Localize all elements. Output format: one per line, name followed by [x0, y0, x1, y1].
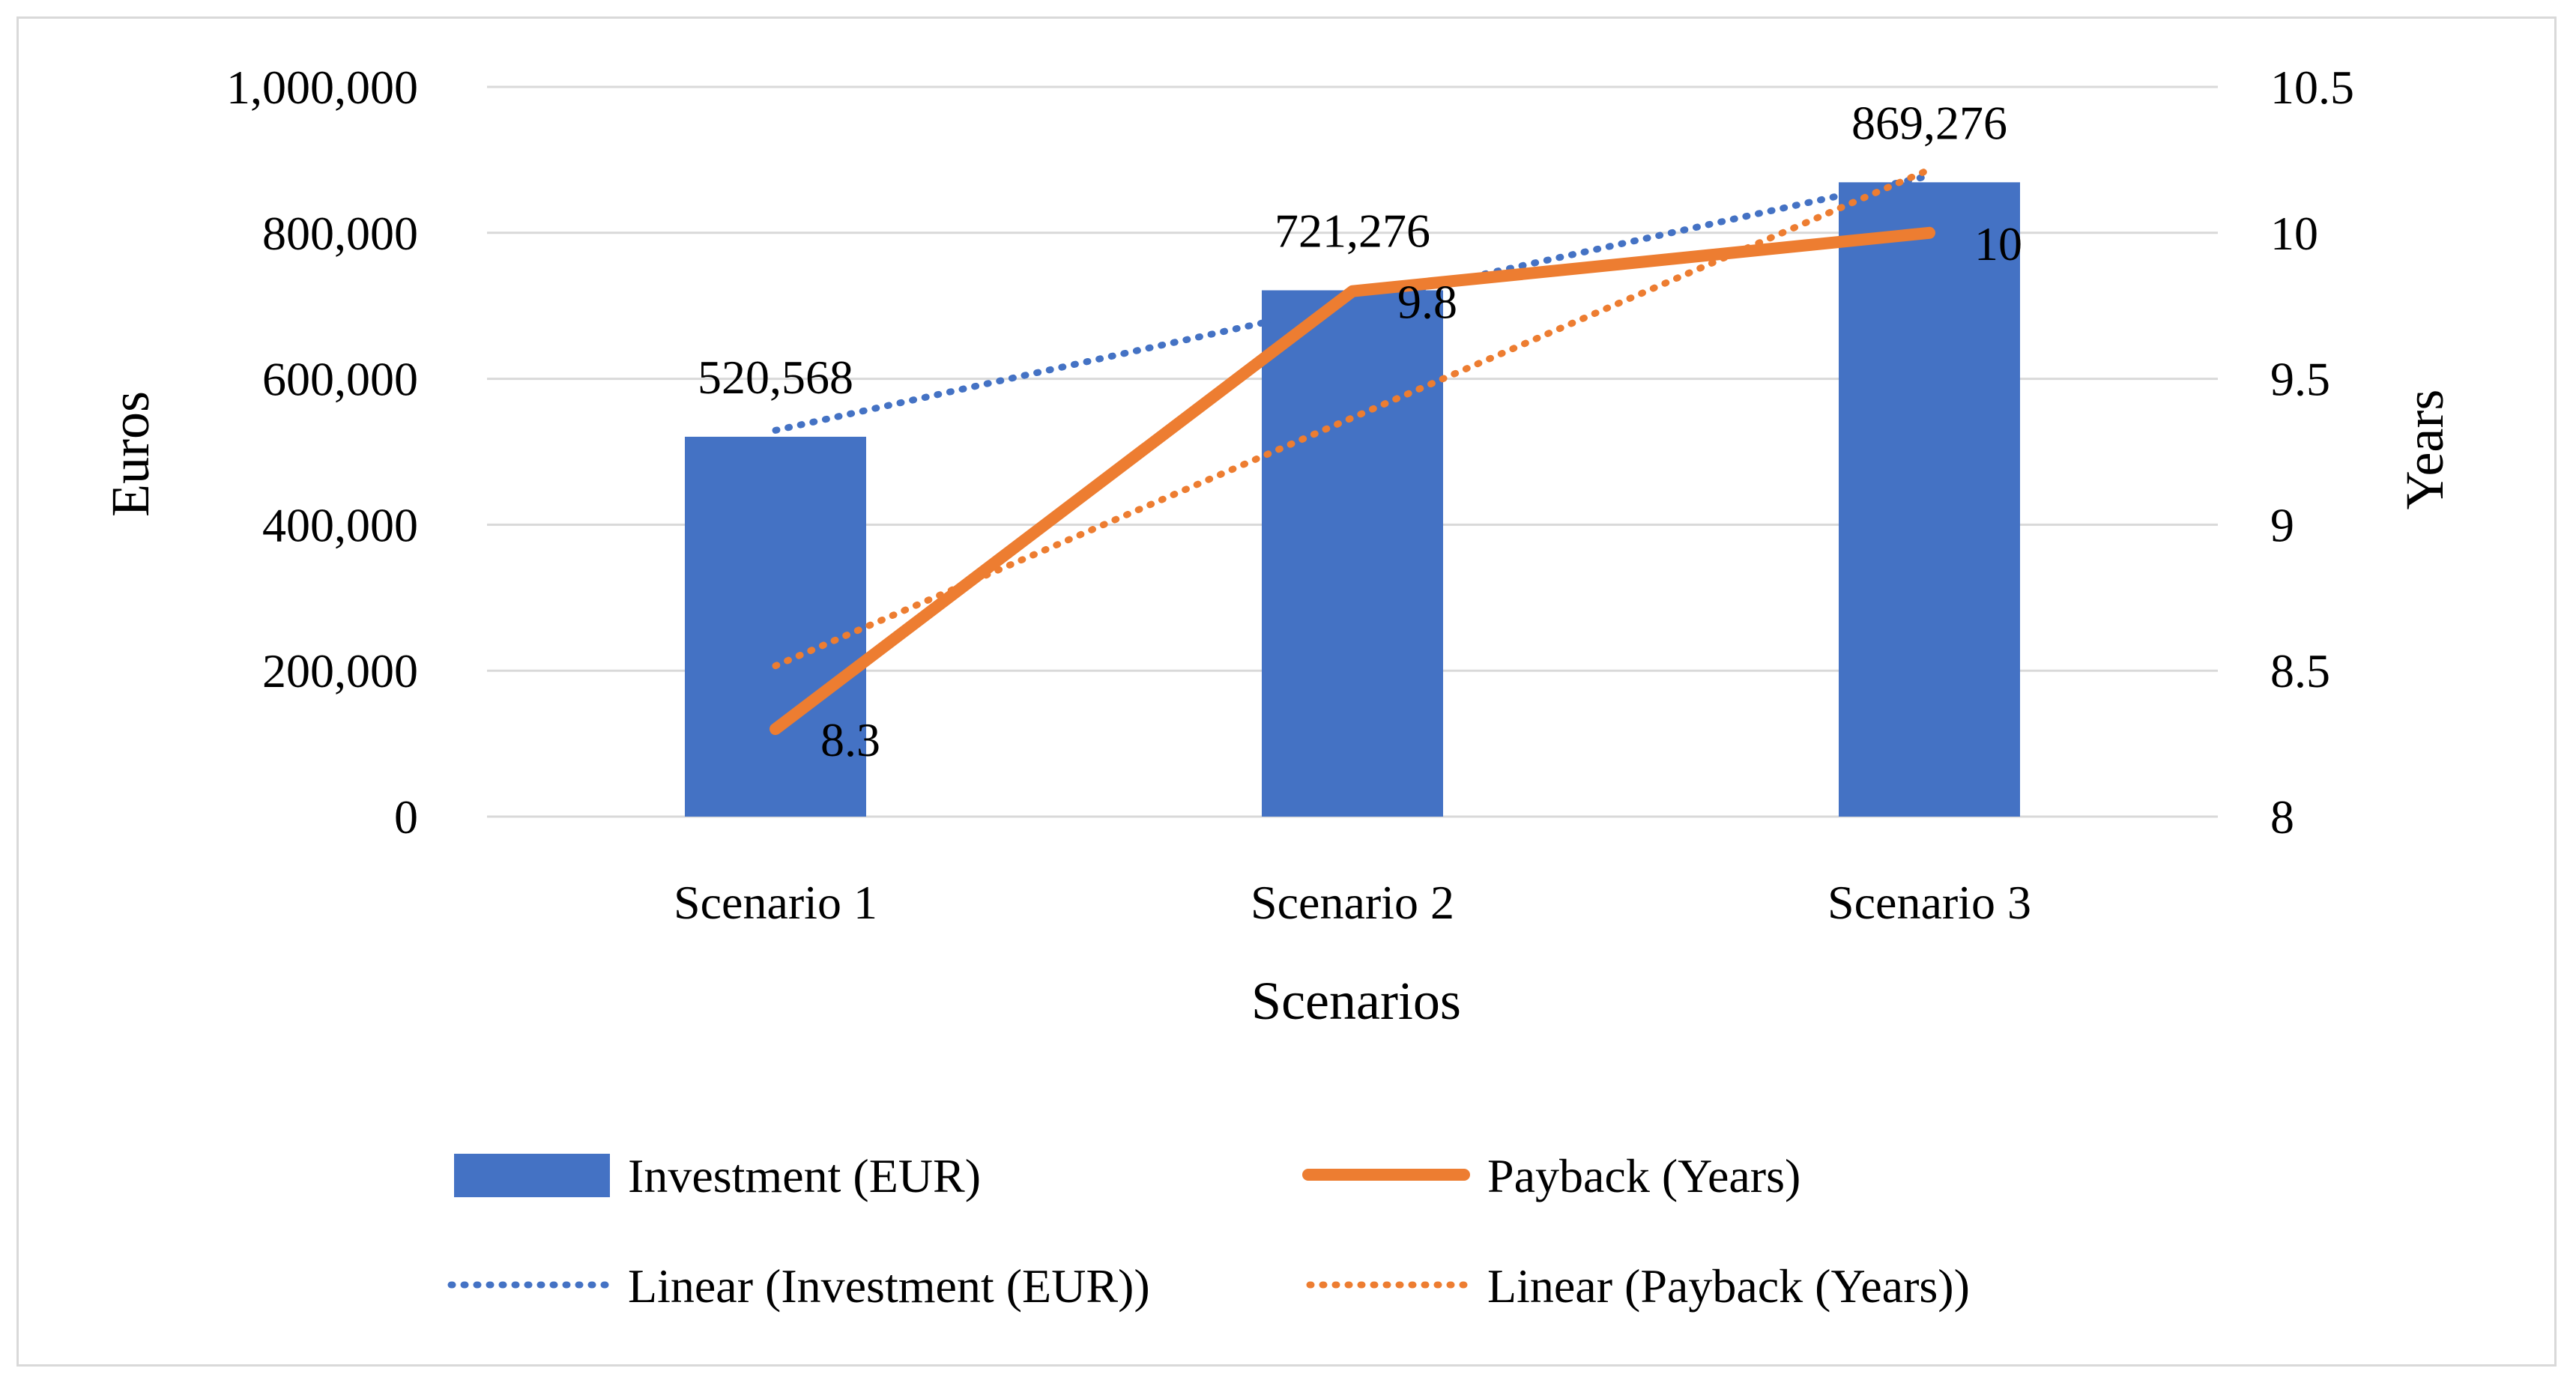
- x-tick-1: Scenario 2: [1251, 876, 1454, 929]
- legend-label-linear-investment: Linear (Investment (EUR)): [628, 1259, 1150, 1313]
- legend-swatch-investment: [454, 1154, 610, 1197]
- payback-line: [770, 226, 1935, 736]
- y-right-tick-3: 9.5: [2270, 353, 2330, 406]
- y-left-tick-labels: 0 200,000 400,000 600,000 800,000 1,000,000: [226, 61, 418, 844]
- y-right-tick-0: 8: [2270, 790, 2294, 844]
- y-right-tick-labels: 8 8.5 9 9.5 10 10.5: [2270, 61, 2354, 844]
- y-left-tick-2: 400,000: [262, 498, 418, 551]
- y-right-tick-5: 10.5: [2270, 61, 2354, 114]
- bar-2: [1839, 182, 2020, 817]
- bars: [685, 182, 2020, 817]
- y-right-tick-2: 9: [2270, 498, 2294, 551]
- bar-0: [685, 436, 866, 817]
- bar-value-label-0: 520,568: [698, 351, 853, 404]
- bar-1: [1262, 290, 1443, 817]
- x-tick-2: Scenario 3: [1827, 876, 2031, 929]
- x-axis-title: Scenarios: [1251, 971, 1461, 1031]
- payback-series-line: [770, 226, 1935, 736]
- y-right-tick-1: 8.5: [2270, 644, 2330, 697]
- payback-value-label-2: 10: [1974, 217, 2022, 270]
- legend-label-investment: Investment (EUR): [628, 1149, 981, 1202]
- legend-label-linear-payback: Linear (Payback (Years)): [1487, 1259, 1970, 1313]
- legend: Investment (EUR) Payback (Years) Linear …: [447, 1149, 1970, 1313]
- bar-value-label-2: 869,276: [1851, 96, 2007, 149]
- x-tick-labels: Scenario 1 Scenario 2 Scenario 3: [674, 876, 2031, 929]
- y-left-tick-0: 0: [394, 790, 418, 844]
- bar-value-label-1: 721,276: [1275, 204, 1430, 257]
- y-left-axis-title: Euros: [100, 391, 160, 517]
- x-tick-0: Scenario 1: [674, 876, 877, 929]
- trendline-0: [772, 172, 1933, 434]
- legend-label-payback: Payback (Years): [1487, 1149, 1801, 1202]
- payback-value-label-0: 8.3: [820, 713, 880, 766]
- y-right-axis-title: Years: [2395, 390, 2455, 510]
- y-left-tick-4: 800,000: [262, 207, 418, 260]
- y-left-tick-5: 1,000,000: [226, 61, 418, 114]
- y-right-tick-4: 10: [2270, 207, 2318, 260]
- payback-value-label-1: 9.8: [1397, 276, 1457, 329]
- data-labels: 520,568 721,276 869,276 8.3 9.8 10: [698, 96, 2022, 766]
- y-left-tick-3: 600,000: [262, 353, 418, 406]
- y-left-tick-1: 200,000: [262, 644, 418, 697]
